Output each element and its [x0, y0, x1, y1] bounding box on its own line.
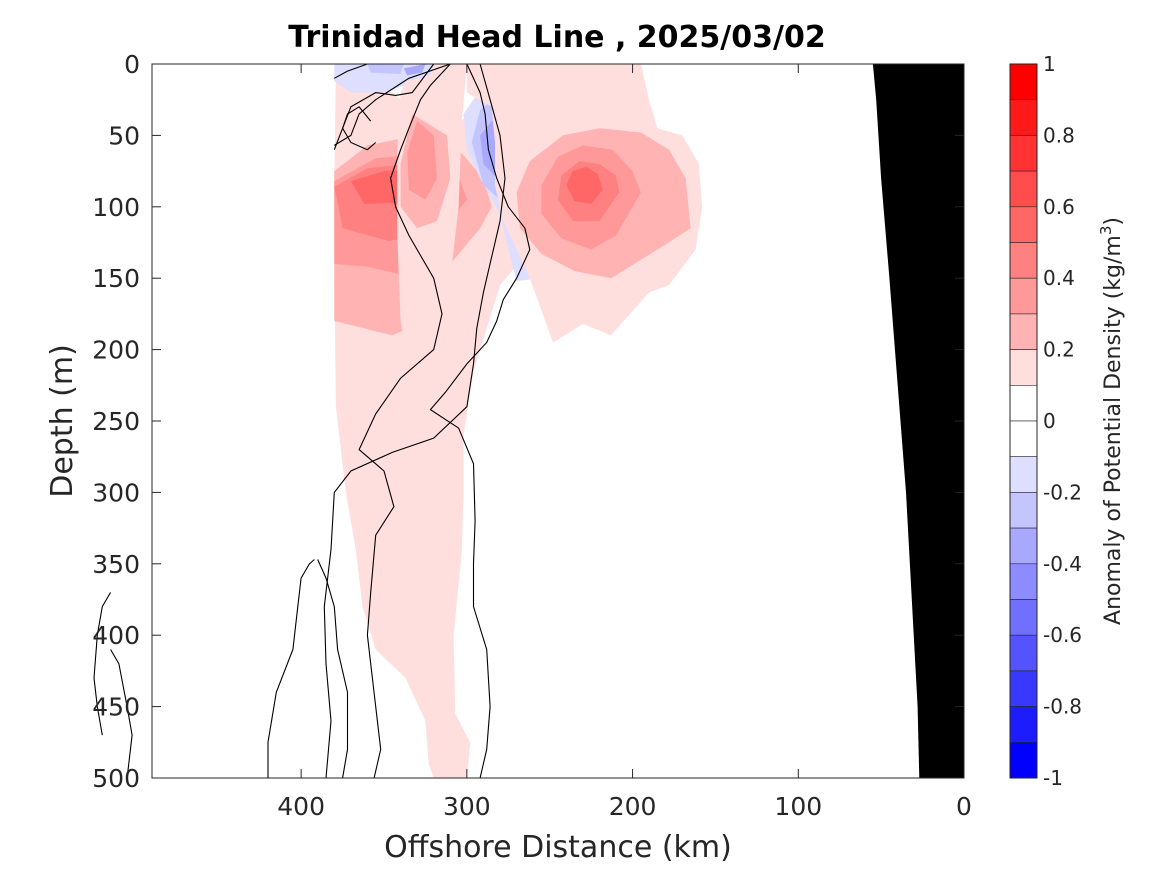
contour-line-zero-loop-1 [267, 559, 315, 778]
chart-title: Trinidad Head Line , 2025/03/02 [288, 20, 825, 55]
y-tick-label: 450 [92, 693, 140, 722]
zero-contour-lines [93, 63, 531, 779]
colorbar-block [1009, 634, 1038, 672]
y-tick-label: 100 [92, 193, 140, 222]
contour-line-zero-loop-east-b [110, 649, 133, 779]
contour-line-zero-west-main [429, 63, 531, 779]
colorbar-block [1009, 242, 1038, 279]
colorbar-blocks [1009, 63, 1038, 779]
colorbar-tick-label: 0.4 [1043, 266, 1075, 290]
x-tick-label: 200 [609, 792, 657, 821]
colorbar-block [1009, 456, 1038, 493]
contour-line-zero-loop-east-a [93, 592, 112, 736]
colorbar-label-sup: 3 [1097, 226, 1115, 236]
plot-area [93, 63, 965, 779]
colorbar-tick-label: 0 [1043, 409, 1056, 433]
y-tick-label: 150 [92, 264, 140, 293]
y-tick-label: 400 [92, 621, 140, 650]
colorbar-label-close: ) [1101, 217, 1126, 226]
y-tick-label: 350 [92, 550, 140, 579]
y-tick-label: 300 [92, 478, 140, 507]
colorbar-block [1009, 527, 1038, 565]
colorbar-block [1009, 492, 1038, 529]
contour-region-neg-0.3-coast [403, 64, 426, 76]
colorbar-tick-label: -0.4 [1043, 552, 1082, 576]
colorbar-tick-label: -1 [1043, 766, 1063, 790]
y-tick-label: 0 [124, 50, 140, 79]
colorbar-block [1009, 99, 1038, 136]
colorbar-block [1009, 349, 1038, 386]
colorbar: 1 0.8 0.6 0.4 0.2 0 -0.2 -0.4 -0.6 -0.8 -1 Anomaly… [1009, 52, 1126, 790]
y-tick-label: 200 [92, 336, 140, 365]
contour-region-pos-0.5-east [566, 166, 603, 204]
contour-region-pos-0.3-coast [407, 121, 437, 200]
contour-region-pos-0.1-small [483, 78, 537, 107]
colorbar-frame [1009, 63, 1038, 779]
bathymetry [872, 64, 964, 778]
colorbar-block [1009, 420, 1038, 458]
x-axis-label: Offshore Distance (km) [384, 830, 732, 865]
y-axis-label: Depth (m) [45, 344, 80, 498]
contour-line-zero-mid-left [358, 63, 451, 779]
colorbar-tick-label: 0.8 [1043, 123, 1075, 147]
colorbar-tick-label: 0.2 [1043, 338, 1075, 362]
colorbar-ticks: 1 0.8 0.6 0.4 0.2 0 -0.2 -0.4 -0.6 -0.8 -1 [1043, 52, 1082, 790]
contour-fills [334, 64, 703, 778]
x-tick-label: 400 [277, 792, 325, 821]
colorbar-block [1009, 741, 1038, 779]
colorbar-label-main: Anomaly of Potential Density (kg/m [1101, 235, 1126, 625]
colorbar-block [1009, 277, 1038, 315]
colorbar-block [1009, 170, 1038, 208]
y-tick-label: 250 [92, 407, 140, 436]
x-tick-label: 100 [774, 792, 822, 821]
colorbar-block [1009, 384, 1038, 422]
colorbar-label: Anomaly of Potential Density (kg/m3) [1097, 217, 1126, 625]
colorbar-block [1009, 63, 1038, 101]
contour-line-zero-coast-loop [341, 106, 377, 151]
contour-line-zero-loop-2 [317, 559, 349, 779]
y-axis: 0 50 100 150 200 250 300 350 400 450 500 [92, 50, 964, 793]
colorbar-block [1009, 206, 1038, 243]
colorbar-block [1009, 599, 1038, 636]
colorbar-tick-label: 0.6 [1043, 195, 1075, 219]
colorbar-tick-label: -0.6 [1043, 623, 1082, 647]
colorbar-block [1009, 313, 1038, 350]
contour-line-zero-mid-right [323, 63, 506, 779]
colorbar-block [1009, 706, 1038, 743]
y-tick-label: 500 [92, 764, 140, 793]
colorbar-tick-label: -0.8 [1043, 695, 1082, 719]
x-tick-label: 0 [956, 792, 972, 821]
x-tick-label: 300 [443, 792, 491, 821]
x-axis: 400 300 200 100 0 [277, 64, 972, 821]
colorbar-block [1009, 563, 1038, 600]
contour-line-zero-coast-a [334, 63, 368, 79]
colorbar-tick-label: -0.2 [1043, 480, 1082, 504]
colorbar-block [1009, 135, 1038, 172]
y-tick-label: 50 [108, 121, 140, 150]
colorbar-block [1009, 670, 1038, 707]
colorbar-tick-label: 1 [1043, 52, 1056, 76]
